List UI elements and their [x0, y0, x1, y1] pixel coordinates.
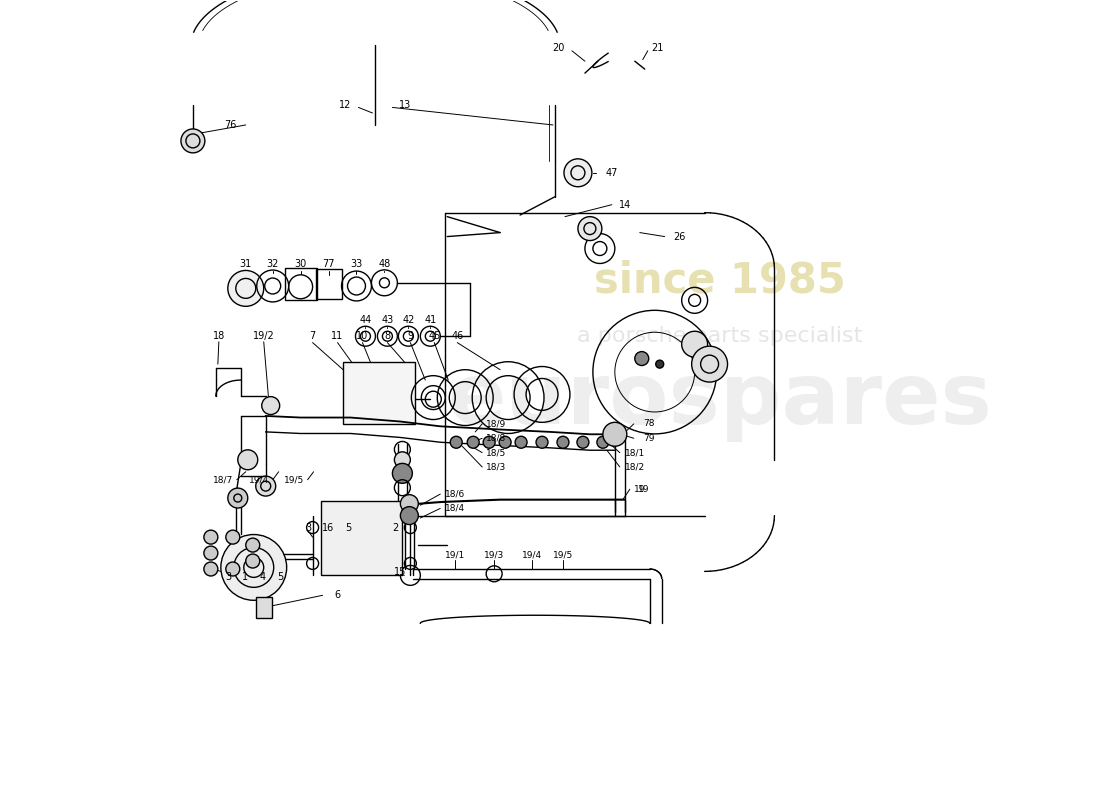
Text: 2: 2: [393, 522, 398, 533]
Text: 42: 42: [403, 315, 415, 326]
Text: 15: 15: [394, 567, 407, 577]
Text: 18/1: 18/1: [625, 448, 645, 457]
Circle shape: [682, 331, 707, 357]
Bar: [285, 268, 317, 299]
Circle shape: [262, 397, 279, 414]
Text: 18: 18: [212, 331, 226, 342]
Circle shape: [483, 436, 495, 448]
Circle shape: [204, 546, 218, 560]
Text: 48: 48: [378, 259, 390, 270]
Circle shape: [226, 530, 240, 544]
Text: 18/8: 18/8: [486, 434, 506, 442]
Circle shape: [536, 436, 548, 448]
Text: 77: 77: [322, 259, 334, 270]
Text: 78: 78: [644, 419, 654, 429]
Text: 16: 16: [322, 522, 334, 533]
Text: 6: 6: [334, 590, 341, 600]
Text: 7: 7: [309, 331, 316, 342]
Text: 30: 30: [295, 259, 307, 270]
Text: 18/7: 18/7: [212, 475, 233, 484]
Circle shape: [204, 562, 218, 576]
Text: 5: 5: [345, 522, 352, 533]
Circle shape: [228, 488, 248, 508]
Text: 19/4: 19/4: [522, 551, 542, 560]
Circle shape: [597, 436, 609, 448]
Bar: [342, 362, 416, 424]
Circle shape: [515, 436, 527, 448]
Text: 18/2: 18/2: [625, 462, 645, 471]
Circle shape: [238, 450, 257, 470]
Circle shape: [656, 360, 663, 368]
Text: 46: 46: [451, 331, 463, 342]
Circle shape: [635, 351, 649, 366]
Circle shape: [578, 217, 602, 241]
Circle shape: [692, 346, 727, 382]
Text: 41: 41: [425, 315, 437, 326]
Text: 45: 45: [428, 331, 440, 342]
Text: 3: 3: [226, 572, 232, 582]
Bar: [320, 501, 403, 575]
Text: 47: 47: [606, 168, 618, 178]
Text: 43: 43: [382, 315, 394, 326]
Circle shape: [450, 436, 462, 448]
Text: 18/4: 18/4: [446, 504, 465, 513]
Text: since 1985: since 1985: [594, 259, 846, 302]
Circle shape: [255, 476, 276, 496]
Text: 32: 32: [266, 259, 279, 270]
Text: 44: 44: [360, 315, 372, 326]
Text: 18/6: 18/6: [446, 490, 465, 498]
Text: 11: 11: [331, 331, 343, 342]
Text: a porsche parts specialist: a porsche parts specialist: [576, 326, 862, 346]
Text: 31: 31: [240, 259, 252, 270]
Text: 76: 76: [224, 120, 236, 130]
Circle shape: [180, 129, 205, 153]
Text: 5: 5: [277, 572, 284, 582]
Circle shape: [468, 436, 480, 448]
Text: 19: 19: [638, 485, 649, 494]
Text: 14: 14: [618, 200, 631, 210]
Text: eurospares: eurospares: [447, 358, 992, 442]
Text: 10: 10: [356, 331, 369, 342]
Circle shape: [564, 159, 592, 186]
Bar: [255, 597, 272, 618]
Text: 20: 20: [552, 42, 564, 53]
Circle shape: [221, 534, 287, 600]
Text: 19/3: 19/3: [484, 551, 504, 560]
Bar: [316, 269, 341, 298]
Circle shape: [603, 422, 627, 446]
Text: 19: 19: [634, 485, 646, 494]
Circle shape: [499, 436, 512, 448]
Circle shape: [400, 494, 418, 513]
Text: 1: 1: [242, 572, 248, 582]
Circle shape: [245, 538, 260, 552]
Text: 21: 21: [651, 42, 664, 53]
Text: 19/5: 19/5: [284, 475, 304, 484]
Circle shape: [576, 436, 588, 448]
Circle shape: [245, 554, 260, 568]
Circle shape: [557, 436, 569, 448]
Text: 79: 79: [644, 434, 654, 442]
Text: 9: 9: [407, 331, 414, 342]
Text: 8: 8: [384, 331, 390, 342]
Text: 18/9: 18/9: [486, 419, 506, 429]
Circle shape: [400, 506, 418, 525]
Circle shape: [204, 530, 218, 544]
Circle shape: [393, 463, 412, 483]
Text: 12: 12: [339, 100, 352, 110]
Text: 33: 33: [351, 259, 363, 270]
Text: 18/5: 18/5: [486, 448, 506, 457]
Text: 19/1: 19/1: [446, 551, 465, 560]
Circle shape: [226, 562, 240, 576]
Text: 26: 26: [673, 231, 686, 242]
Text: 19/4: 19/4: [249, 475, 268, 484]
Text: 4: 4: [260, 572, 266, 582]
Text: 19/5: 19/5: [553, 551, 573, 560]
Text: 19/2: 19/2: [253, 331, 275, 342]
Text: 3: 3: [306, 522, 311, 533]
Text: 13: 13: [399, 100, 411, 110]
Circle shape: [228, 270, 264, 306]
Circle shape: [395, 452, 410, 468]
Text: 18/3: 18/3: [486, 462, 506, 471]
